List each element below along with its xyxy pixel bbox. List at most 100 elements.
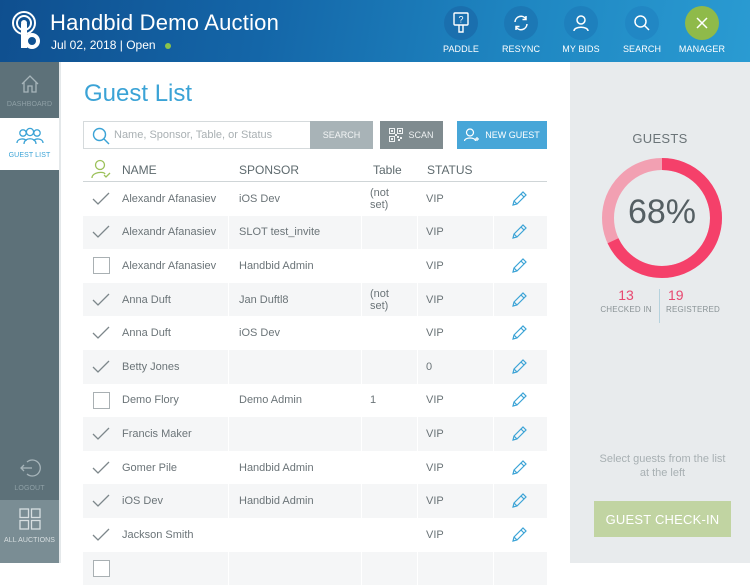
checkin-toggle[interactable] [91,552,111,585]
checkmark-icon [92,528,110,541]
sidebar-item-dashboard[interactable]: DASHBOARD [0,62,59,118]
qr-code-icon [389,128,404,142]
checkin-toggle[interactable] [91,417,111,451]
checked-in-stat: 13 CHECKED IN [598,287,654,314]
table-row[interactable]: Alexandr Afanasiev iOS Dev (not set) VIP [83,182,547,216]
checkin-toggle[interactable] [91,249,111,283]
table-header: NAME SPONSOR Table STATUS [83,158,547,182]
resync-button[interactable]: RESYNC [491,6,551,58]
sidebar-item-guest-list[interactable]: GUEST LIST [0,118,59,170]
sidebar-item-logout[interactable]: LOGOUT [0,450,59,500]
new-guest-button[interactable]: NEW GUEST [457,121,547,149]
new-guest-label: NEW GUEST [485,130,540,140]
guest-sponsor: Handbid Admin [239,461,314,474]
checkbox[interactable] [92,391,110,409]
guest-sponsor: Demo Admin [239,394,302,407]
column-header-status[interactable]: STATUS [427,163,473,177]
guest-table [370,316,410,350]
manager-button[interactable]: MANAGER [672,6,732,58]
auction-subtitle: Jul 02, 2018 | Open [51,38,171,52]
edit-guest-button[interactable] [511,384,527,418]
table-row[interactable]: Alexandr Afanasiev SLOT test_invite VIP [83,215,547,250]
guest-status: VIP [426,293,444,306]
auction-title: Handbid Demo Auction [50,10,280,35]
checkin-toggle[interactable] [91,283,111,317]
scan-button[interactable]: SCAN [380,121,443,149]
edit-guest-button[interactable] [511,451,527,485]
table-row[interactable]: Jackson Smith VIP [83,518,547,552]
table-row[interactable]: Anna Duft iOS Dev VIP [83,316,547,350]
page-title: Guest List [84,80,193,107]
stat-divider [659,289,660,323]
table-row[interactable]: Alexandr Afanasiev Handbid Admin VIP [83,249,547,283]
guest-name: Anna Duft [122,327,171,340]
guest-table [370,417,410,451]
paddle-button[interactable]: ? PADDLE [431,6,491,58]
column-header-table[interactable]: Table [373,163,402,177]
edit-guest-button[interactable] [511,182,527,216]
table-row[interactable]: iOS Dev Handbid Admin VIP [83,484,547,518]
table-row[interactable]: Francis Maker VIP [83,417,547,451]
checkin-percent: 68% [627,193,697,231]
registered-label: REGISTERED [665,305,720,314]
guest-name: iOS Dev [122,495,163,508]
checkmark-icon [92,360,110,373]
app-header: Handbid Demo Auction Jul 02, 2018 | Open… [0,0,750,62]
edit-guest-button[interactable] [511,216,527,250]
logout-icon [19,459,41,477]
edit-guest-button[interactable] [511,283,527,317]
search-header-button[interactable]: SEARCH [612,6,672,58]
separator: | [119,38,123,52]
pencil-icon [512,190,527,206]
guest-table [370,451,410,485]
manager-label: MANAGER [678,44,726,54]
checkbox[interactable] [92,257,110,275]
table-row[interactable]: Gomer Pile Handbid Admin VIP [83,451,547,485]
checkmark-icon [92,326,110,340]
checkin-toggle[interactable] [91,316,111,350]
column-header-sponsor[interactable]: SPONSOR [239,163,300,177]
user-check-icon [91,159,111,179]
column-header-name[interactable]: NAME [122,163,157,177]
scan-label: SCAN [408,130,434,140]
edit-guest-button[interactable] [511,484,527,518]
edit-guest-button[interactable] [511,552,527,585]
edit-guest-button[interactable] [511,350,527,384]
edit-guest-button[interactable] [511,518,527,552]
guest-sponsor: Jan Duftl8 [239,293,289,306]
guest-table [370,249,410,283]
checkbox[interactable] [92,559,110,577]
edit-guest-button[interactable] [511,417,527,451]
table-row[interactable]: Demo Flory Demo Admin 1 VIP [83,384,547,418]
my-bids-button[interactable]: MY BIDS [551,6,611,58]
search-field[interactable] [83,121,312,149]
checkin-donut-chart [602,158,722,278]
guest-table [370,350,410,384]
checkin-toggle[interactable] [91,484,111,518]
guest-check-in-button[interactable]: GUEST CHECK-IN [594,501,731,537]
checkmark-icon [92,461,110,474]
search-input[interactable] [114,126,309,144]
checkin-toggle[interactable] [91,350,111,384]
guest-status: VIP [426,495,444,508]
registered-stat: 19 REGISTERED [664,287,722,314]
guest-name: Demo Flory [122,394,179,407]
table-row[interactable]: Betty Jones 0 [83,349,547,384]
checkin-toggle[interactable] [91,518,111,552]
handbid-logo-icon [12,11,40,49]
sidebar-item-all-auctions[interactable]: ALL AUCTIONS [0,500,59,563]
search-button[interactable]: SEARCH [310,121,373,149]
checkin-toggle[interactable] [91,216,111,250]
checkin-toggle[interactable] [91,451,111,485]
guest-table [370,518,410,552]
guest-table [370,552,410,585]
checkin-toggle[interactable] [91,384,111,418]
table-row[interactable] [83,551,547,585]
search-icon [92,127,110,145]
edit-guest-button[interactable] [511,316,527,350]
checkin-toggle[interactable] [91,182,111,216]
edit-guest-button[interactable] [511,249,527,283]
guest-name: Betty Jones [122,360,180,373]
table-row[interactable]: Anna Duft Jan Duftl8 (not set) VIP [83,282,547,317]
guest-check-in-label: GUEST CHECK-IN [605,511,720,527]
